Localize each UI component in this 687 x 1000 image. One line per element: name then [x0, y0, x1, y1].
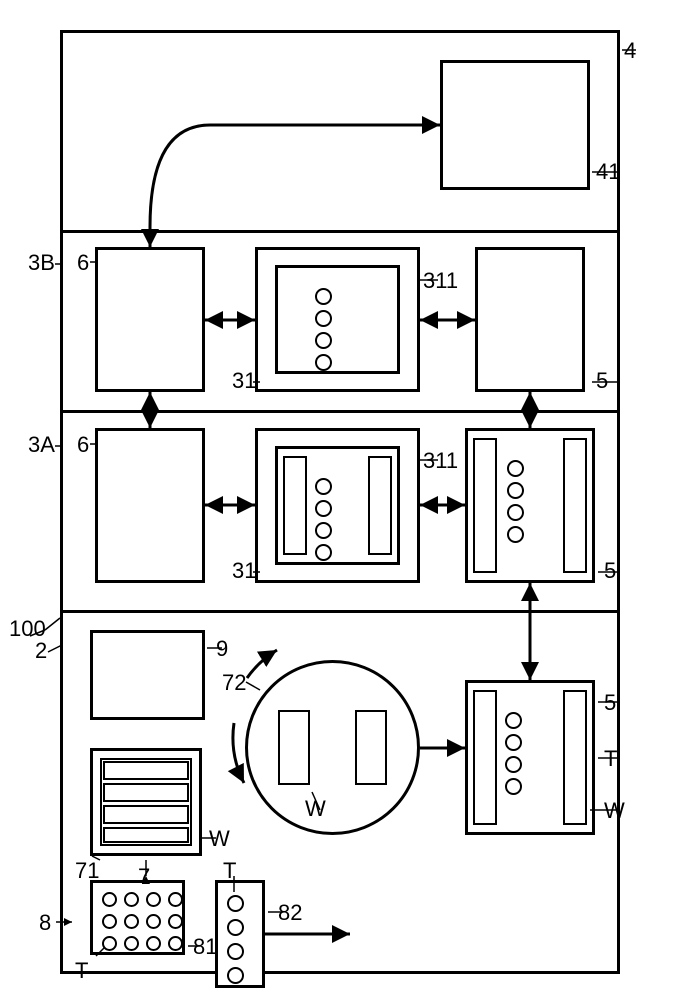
dot-81-1: [124, 892, 139, 907]
label-l5a: 5: [604, 560, 616, 582]
dot-82-3: [227, 967, 244, 984]
bar-72-1: [355, 710, 387, 785]
block-72-circle: [245, 660, 420, 835]
label-l31b: 31: [232, 370, 256, 392]
label-l8: 8: [39, 912, 51, 934]
label-lW72: W: [305, 798, 326, 820]
label-l3A: 3A: [28, 434, 55, 456]
bar-7-1: [103, 783, 189, 802]
dot-5-2-0: [505, 712, 522, 729]
dot-81-11: [168, 936, 183, 951]
block-6-3B: [95, 247, 205, 392]
dot-311-3B-2: [315, 332, 332, 349]
dot-311-3B-0: [315, 288, 332, 305]
bar-5-3A-right: [563, 438, 587, 573]
label-l5c: 5: [604, 692, 616, 714]
label-l5b: 5: [596, 370, 608, 392]
dot-311-3A-2: [315, 522, 332, 539]
dot-5-3A-3: [507, 526, 524, 543]
bar-5-2-left-W: [473, 690, 497, 825]
block-9: [90, 630, 205, 720]
dot-82-1: [227, 919, 244, 936]
label-l311a: 311: [423, 450, 458, 472]
section-divider-1: [60, 410, 620, 413]
label-l6b: 6: [77, 434, 89, 456]
dot-311-3A-0: [315, 478, 332, 495]
dot-5-3A-2: [507, 504, 524, 521]
bar-7-2: [103, 805, 189, 824]
dot-81-9: [124, 936, 139, 951]
dot-311-3B-3: [315, 354, 332, 371]
bar-311-3A-left: [283, 456, 307, 555]
lead-100: [45, 618, 60, 630]
dot-81-3: [168, 892, 183, 907]
dot-81-0: [102, 892, 117, 907]
bar-7-0: [103, 761, 189, 780]
dot-311-3A-3: [315, 544, 332, 561]
bar-311-3A-right: [368, 456, 392, 555]
bar-5-2-right: [563, 690, 587, 825]
dot-5-2-2: [505, 756, 522, 773]
dot-311-3B-1: [315, 310, 332, 327]
label-l4: 4: [624, 40, 636, 62]
label-l31a: 31: [232, 560, 256, 582]
diagram-stage: 10023A3B441631153163115319725TWW771WT828…: [0, 0, 687, 1000]
label-lT81: T: [75, 960, 88, 982]
label-lTc: T: [604, 748, 617, 770]
label-l100: 100: [9, 618, 46, 640]
label-l81: 81: [193, 936, 217, 958]
block-5-3B: [475, 247, 585, 392]
dot-81-6: [146, 914, 161, 929]
dot-82-2: [227, 943, 244, 960]
dot-81-4: [102, 914, 117, 929]
dot-5-3A-0: [507, 460, 524, 477]
label-l72: 72: [222, 672, 246, 694]
block-311-3B: [275, 265, 400, 374]
label-lWc: W: [604, 800, 625, 822]
bar-7-3: [103, 827, 189, 843]
label-l41: 41: [596, 161, 620, 183]
label-l6a: 6: [77, 252, 89, 274]
dot-5-2-1: [505, 734, 522, 751]
label-l7: 7: [138, 866, 150, 888]
block-6-3A: [95, 428, 205, 583]
label-l311b: 311: [423, 270, 458, 292]
dot-5-3A-1: [507, 482, 524, 499]
bar-72-0: [278, 710, 310, 785]
dot-81-8: [102, 936, 117, 951]
label-l2: 2: [35, 640, 47, 662]
block-41: [440, 60, 590, 190]
label-l9: 9: [216, 638, 228, 660]
dot-5-2-3: [505, 778, 522, 795]
bar-5-3A-left: [473, 438, 497, 573]
label-lT82: T: [223, 860, 236, 882]
label-lW7: W: [209, 828, 230, 850]
label-l82: 82: [278, 902, 302, 924]
dot-81-10: [146, 936, 161, 951]
section-divider-0: [60, 230, 620, 233]
dot-311-3A-1: [315, 500, 332, 517]
dot-82-0: [227, 895, 244, 912]
label-l71: 71: [75, 860, 99, 882]
dot-81-7: [168, 914, 183, 929]
dot-81-5: [124, 914, 139, 929]
section-divider-2: [60, 610, 620, 613]
dot-81-2: [146, 892, 161, 907]
label-l3B: 3B: [28, 252, 55, 274]
